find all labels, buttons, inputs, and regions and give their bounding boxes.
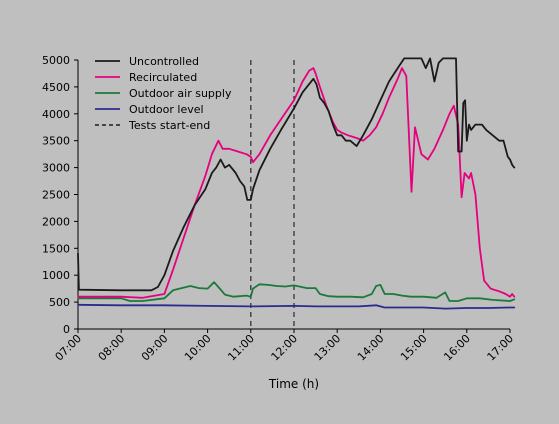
y-tick-label: 0 <box>63 323 70 336</box>
x-tick-label: 09:00 <box>139 332 171 364</box>
legend-label: Outdoor level <box>129 103 204 116</box>
x-tick-label: 07:00 <box>53 332 85 364</box>
y-tick-label: 1500 <box>42 242 70 255</box>
series-line-recirculated <box>77 67 516 299</box>
y-tick-label: 2000 <box>42 215 70 228</box>
x-axis-label: Time (h) <box>268 377 319 391</box>
legend-label: Tests start-end <box>128 119 210 132</box>
series-line-outdoor-level <box>77 303 516 310</box>
y-tick-label: 3000 <box>42 162 70 175</box>
axes: 0 500 1000 1500 2000 2500 3000 3500 4000 4500 5000… <box>42 54 516 364</box>
y-tick-label: 500 <box>49 296 70 309</box>
y-tick-label: 2500 <box>42 189 70 202</box>
y-tick-label: 5000 <box>42 54 70 67</box>
x-tick-label: 15:00 <box>398 332 430 364</box>
plot-area <box>77 57 516 329</box>
x-tick-label: 08:00 <box>96 332 128 364</box>
y-tick-label: 1000 <box>42 269 70 282</box>
x-tick-label: 13:00 <box>312 332 344 364</box>
x-tick-label: 14:00 <box>355 332 387 364</box>
x-tick-label: 17:00 <box>485 332 517 364</box>
y-tick-label: 3500 <box>42 135 70 148</box>
x-tick-label: 12:00 <box>269 332 301 364</box>
series-line-uncontrolled <box>77 57 516 292</box>
legend: Uncontrolled Recirculated Outdoor air supp… <box>95 55 232 132</box>
x-tick-label: 11:00 <box>225 332 257 364</box>
legend-label: Recirculated <box>129 71 197 84</box>
y-tick-label: 4000 <box>42 108 70 121</box>
series-line-outdoor-air-supply <box>77 281 516 302</box>
x-tick-label: 16:00 <box>441 332 473 364</box>
legend-label: Outdoor air supply <box>129 87 232 100</box>
y-tick-label: 4500 <box>42 81 70 94</box>
x-tick-label: 10:00 <box>182 332 214 364</box>
legend-label: Uncontrolled <box>129 55 199 68</box>
